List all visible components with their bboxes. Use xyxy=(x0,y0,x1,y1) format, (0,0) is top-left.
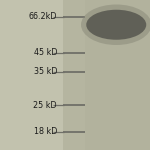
Text: 66.2kD: 66.2kD xyxy=(28,12,57,21)
Text: 18 kD: 18 kD xyxy=(34,128,57,136)
Text: 35 kD: 35 kD xyxy=(33,68,57,76)
Ellipse shape xyxy=(86,10,146,40)
Ellipse shape xyxy=(81,4,150,45)
Bar xyxy=(63,0,150,150)
Text: 45 kD: 45 kD xyxy=(33,48,57,57)
Text: 25 kD: 25 kD xyxy=(33,100,57,109)
Bar xyxy=(85,0,150,150)
